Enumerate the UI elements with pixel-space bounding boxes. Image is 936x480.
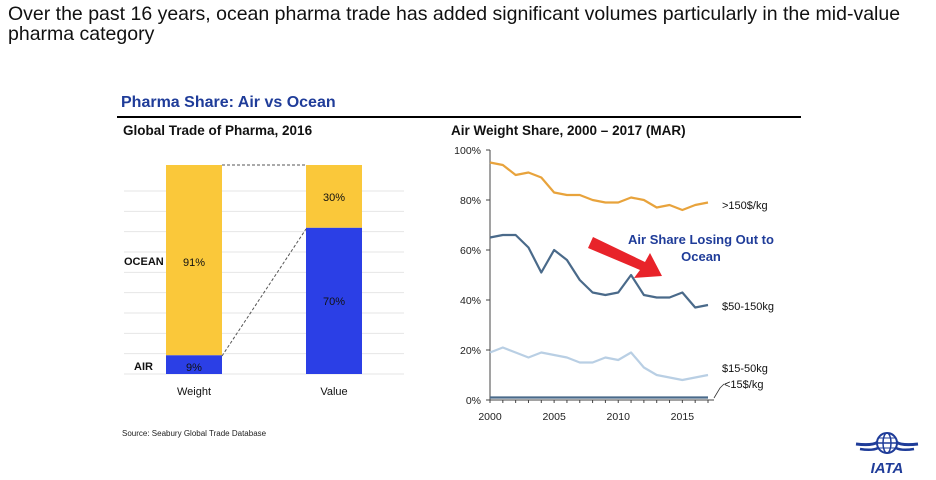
- y-tick-label: 100%: [454, 145, 481, 157]
- bar-weight-air: [166, 355, 222, 374]
- source-note: Source: Seabury Global Trade Database: [122, 429, 267, 438]
- series-line-1: [489, 233, 709, 309]
- series-label-lowest: <15$/kg: [724, 379, 763, 391]
- y-tick-label: 0%: [466, 395, 481, 407]
- y-tick-label: 80%: [460, 195, 481, 207]
- series-line-0: [489, 161, 709, 212]
- legend-air-label: AIR: [134, 361, 153, 373]
- line-axes: 0% 20% 40% 60% 80% 100% 2000 2005 2010 2015: [454, 145, 714, 423]
- bar-weight-ocean: [166, 165, 222, 356]
- data-label-weight-ocean: 91%: [183, 257, 205, 269]
- y-tick-label: 60%: [460, 245, 481, 257]
- data-label-value-ocean: 30%: [323, 192, 345, 204]
- series-label-mid: $50-150kg: [722, 301, 774, 313]
- headline: Over the past 16 years, ocean pharma tra…: [8, 3, 901, 45]
- x-tick-label: 2005: [542, 411, 566, 423]
- logo-text: IATA: [871, 460, 904, 477]
- x-tick-label: 2000: [478, 411, 502, 423]
- bar-connector-diagonal: [221, 228, 307, 357]
- x-label-value: Value: [320, 386, 347, 398]
- series-label-low: $15-50kg: [722, 363, 768, 375]
- line-series: [489, 161, 709, 399]
- globe-icon: IATA: [855, 432, 919, 477]
- bar-value-air: [306, 227, 362, 374]
- annotation-line-1: Air Share Losing Out to: [628, 232, 774, 247]
- red-arrow-icon: [588, 237, 662, 278]
- y-tick-label: 20%: [460, 345, 481, 357]
- x-label-weight: Weight: [177, 386, 211, 398]
- y-tick-label: 40%: [460, 295, 481, 307]
- series-line-2: [489, 346, 709, 382]
- bar-marks: [166, 165, 362, 374]
- series-label-lowest-leader: [713, 383, 725, 399]
- line-chart-title: Air Weight Share, 2000 – 2017 (MAR): [451, 123, 686, 138]
- x-tick-label: 2010: [607, 411, 631, 423]
- bar-chart-title: Global Trade of Pharma, 2016: [123, 123, 313, 138]
- data-label-value-air: 70%: [323, 296, 345, 308]
- data-label-weight-air: 9%: [186, 362, 202, 374]
- x-tick-label: 2015: [671, 411, 695, 423]
- section-title: Pharma Share: Air vs Ocean: [121, 94, 336, 111]
- series-label-high: >150$/kg: [722, 200, 768, 212]
- legend-ocean-label: OCEAN: [124, 256, 164, 268]
- section-divider: [117, 116, 801, 118]
- bar-value-ocean: [306, 165, 362, 228]
- iata-logo: IATA: [852, 430, 922, 477]
- annotation-line-2: Ocean: [681, 249, 721, 264]
